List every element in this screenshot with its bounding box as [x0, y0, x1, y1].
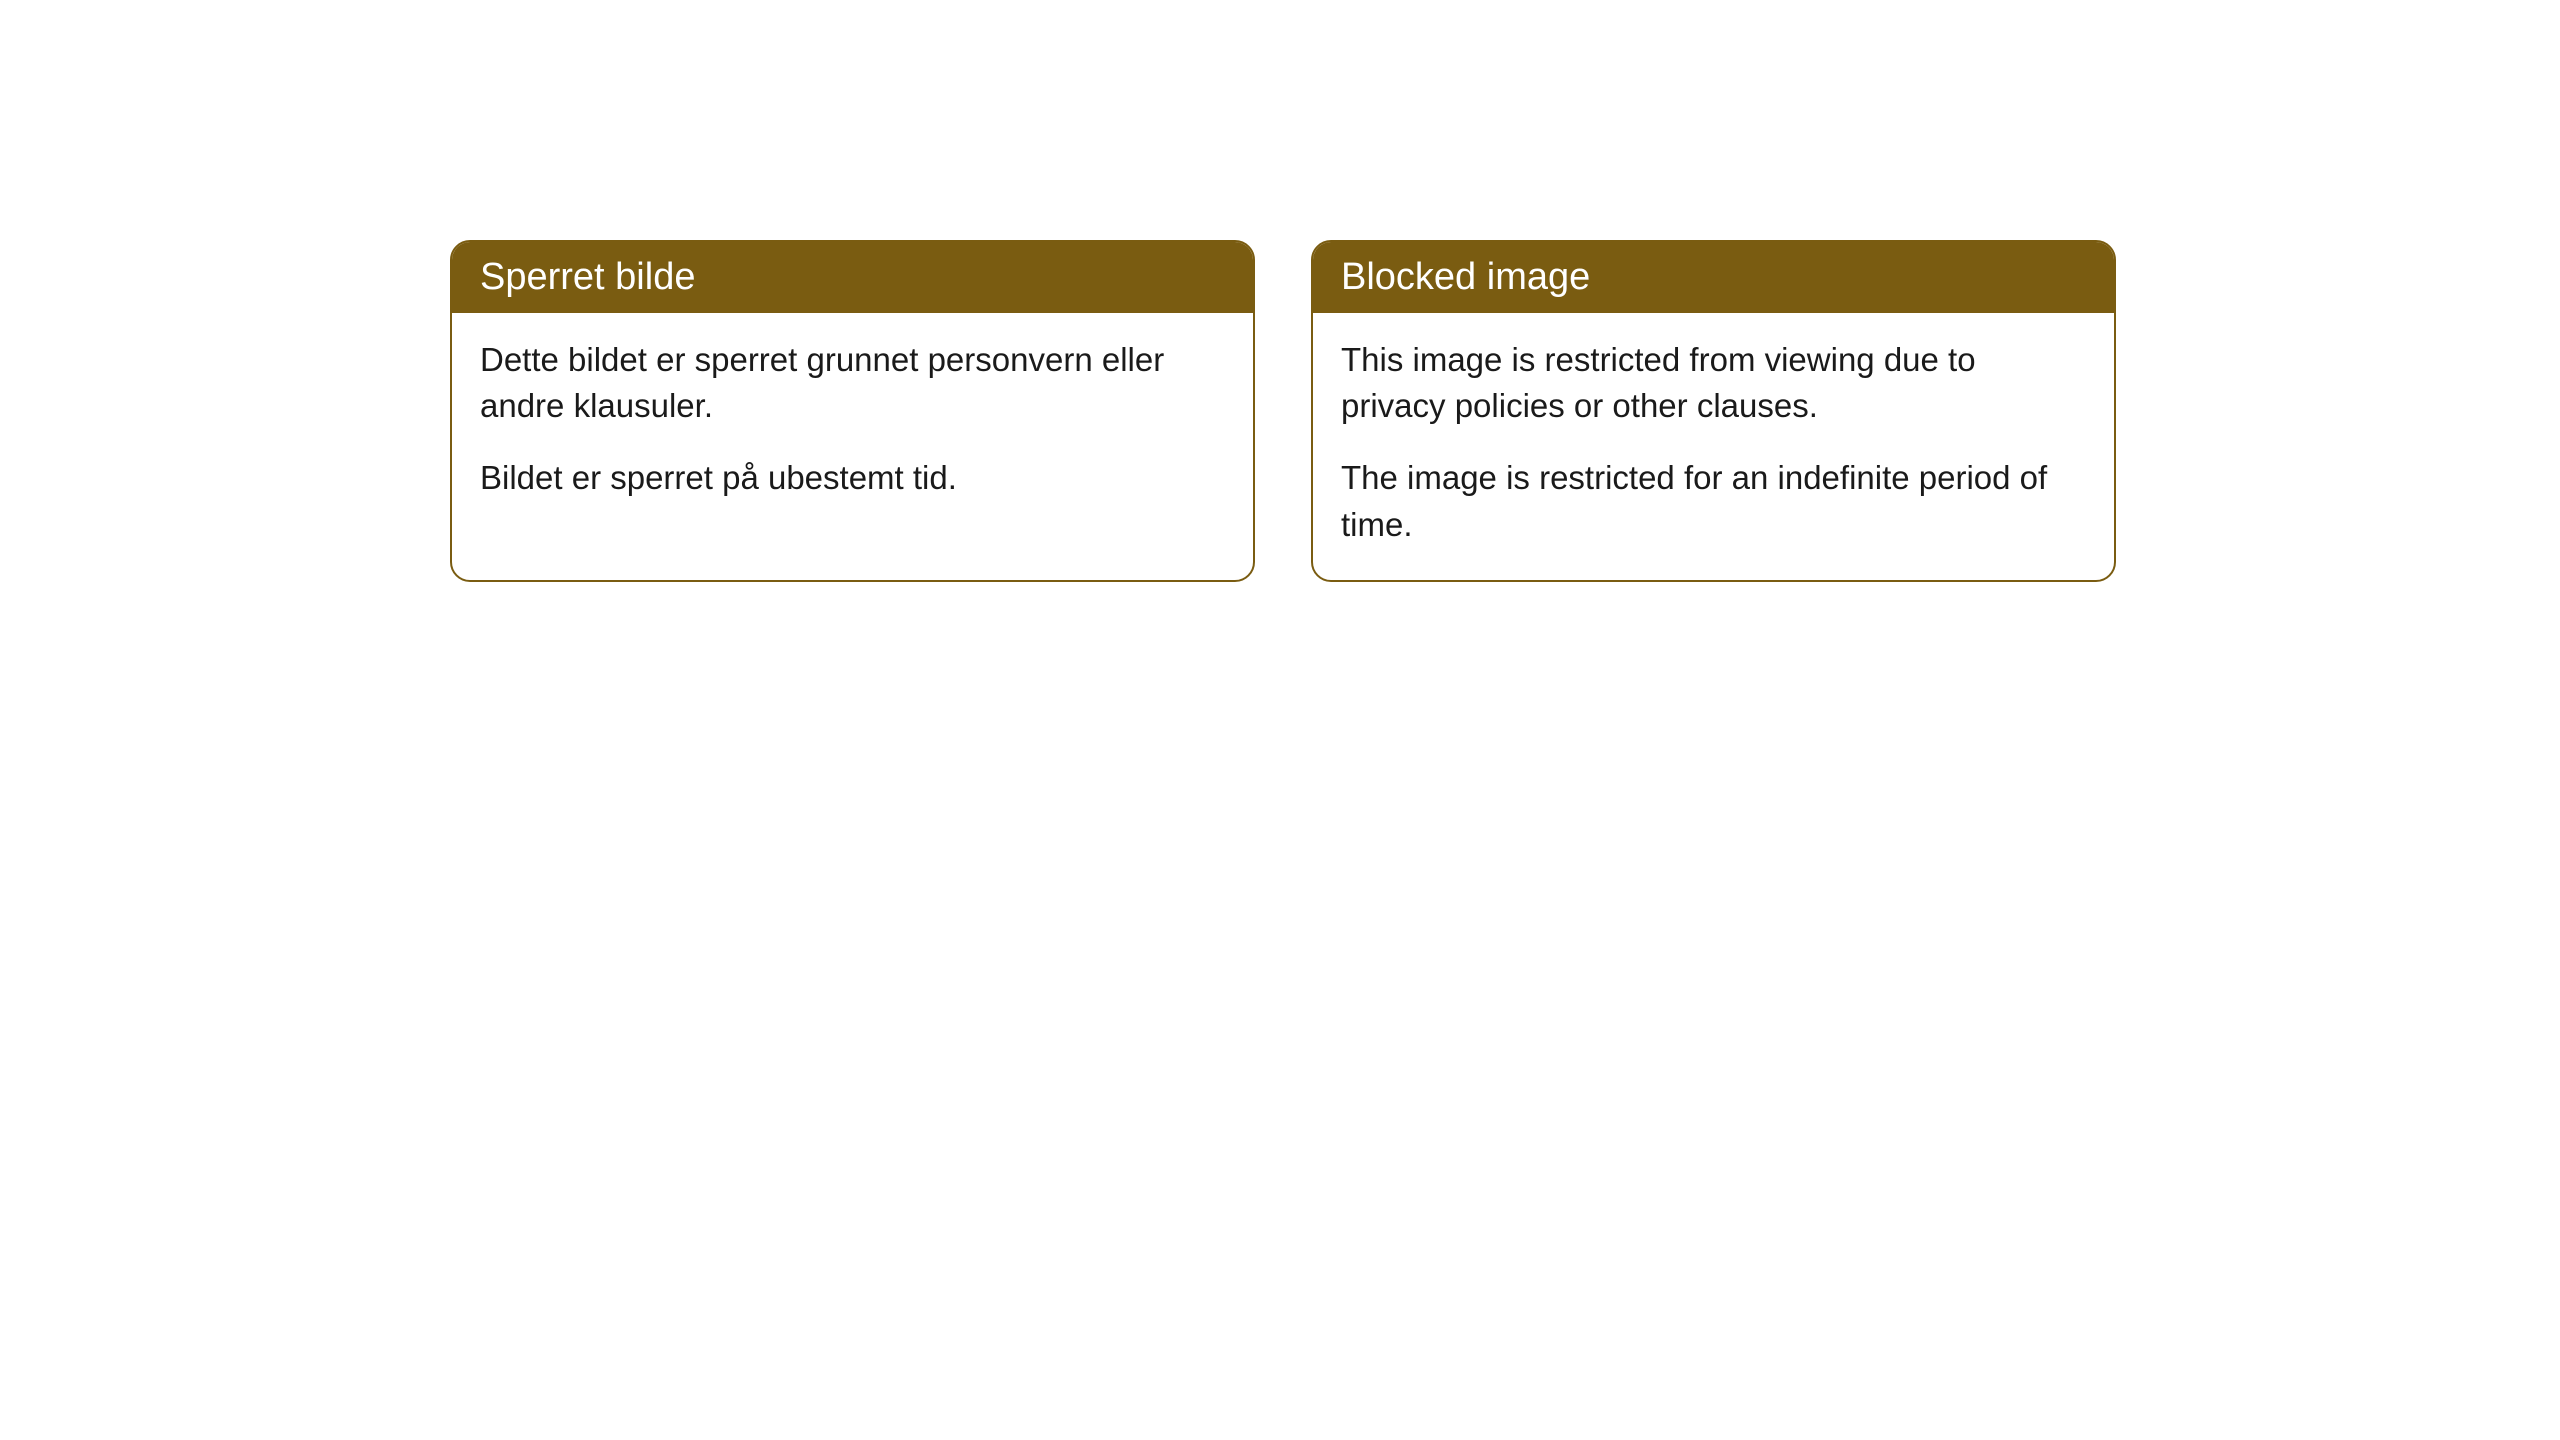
card-paragraph: The image is restricted for an indefinit…: [1341, 455, 2086, 547]
cards-container: Sperret bilde Dette bildet er sperret gr…: [450, 240, 2116, 582]
card-paragraph: This image is restricted from viewing du…: [1341, 337, 2086, 429]
card-body-norwegian: Dette bildet er sperret grunnet personve…: [452, 313, 1253, 534]
card-paragraph: Bildet er sperret på ubestemt tid.: [480, 455, 1225, 501]
card-english: Blocked image This image is restricted f…: [1311, 240, 2116, 582]
card-header-english: Blocked image: [1313, 242, 2114, 313]
card-header-norwegian: Sperret bilde: [452, 242, 1253, 313]
card-body-english: This image is restricted from viewing du…: [1313, 313, 2114, 580]
card-norwegian: Sperret bilde Dette bildet er sperret gr…: [450, 240, 1255, 582]
card-paragraph: Dette bildet er sperret grunnet personve…: [480, 337, 1225, 429]
